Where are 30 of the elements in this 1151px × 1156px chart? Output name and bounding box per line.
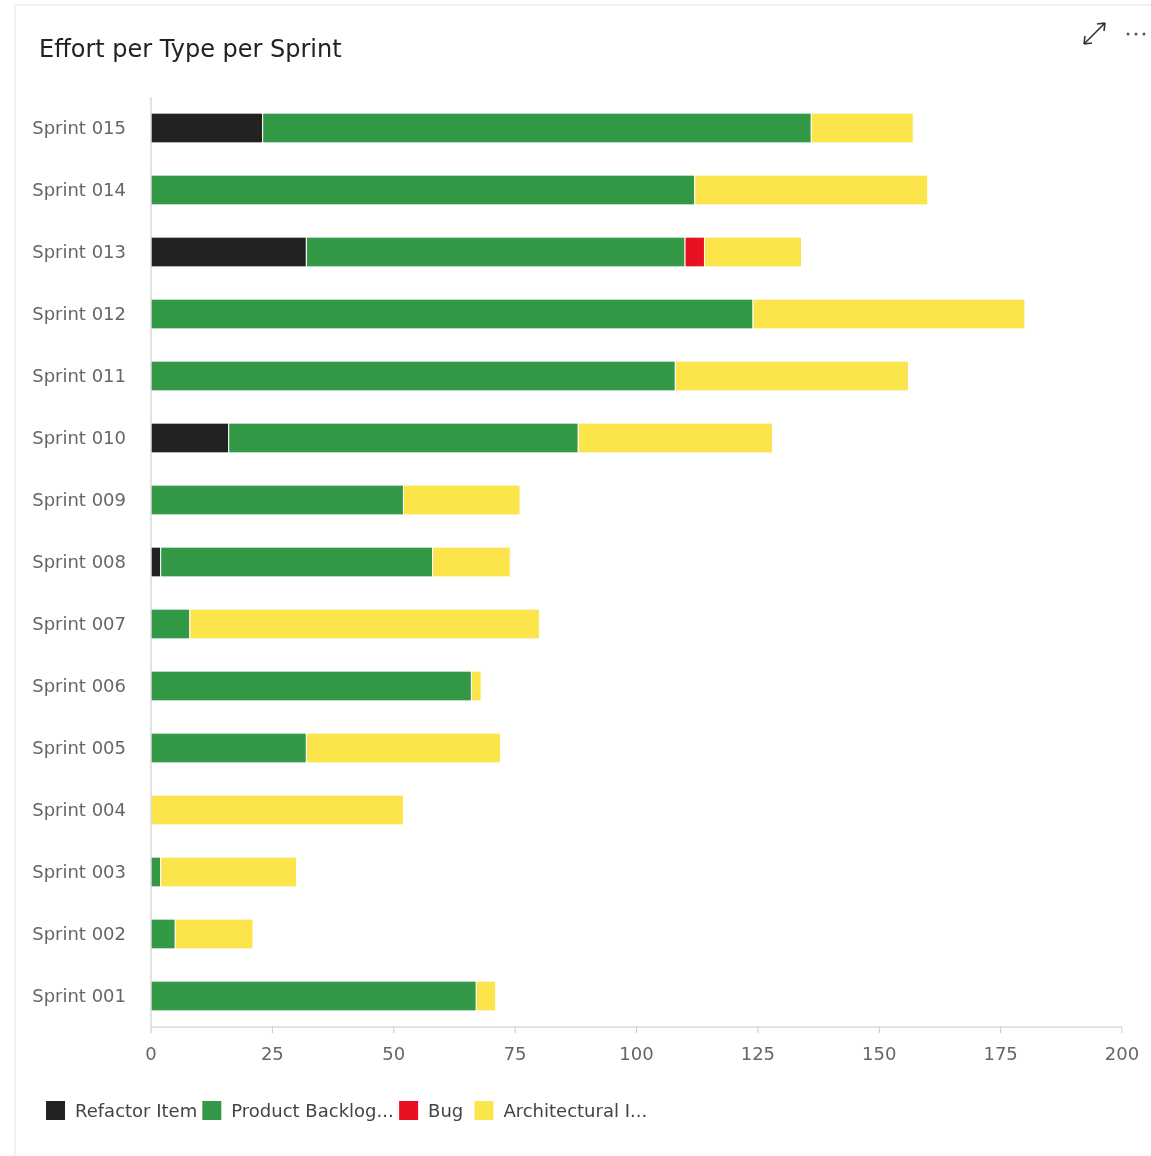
x-tick-label: 175 — [983, 1043, 1018, 1064]
y-tick-label: Sprint 010 — [32, 427, 126, 448]
legend-label: Refactor Item — [75, 1100, 198, 1121]
bar — [150, 794, 404, 826]
y-tick-label: Sprint 001 — [32, 985, 126, 1006]
y-tick-label: Sprint 015 — [32, 117, 126, 138]
x-tick-label: 100 — [619, 1043, 654, 1064]
x-tick-label: 200 — [1104, 1043, 1140, 1064]
x-tick-label: 125 — [740, 1043, 776, 1064]
y-tick-label: Sprint 014 — [32, 179, 126, 200]
y-tick-label: Sprint 004 — [32, 799, 126, 820]
chart-title: Effort per Type per Sprint — [39, 35, 342, 63]
x-tick-label: 0 — [145, 1043, 157, 1064]
legend-label: Architectural I... — [503, 1100, 648, 1121]
y-tick-label: Sprint 008 — [32, 551, 126, 572]
x-tick-label: 75 — [503, 1043, 527, 1064]
y-tick-label: Sprint 003 — [32, 861, 126, 882]
y-tick-label: Sprint 006 — [32, 675, 126, 696]
y-tick-label: Sprint 002 — [32, 923, 126, 944]
y-tick-label: Sprint 009 — [32, 489, 126, 510]
y-tick-label: Sprint 005 — [32, 737, 126, 758]
x-tick-label: 25 — [260, 1043, 284, 1064]
legend-label: Product Backlog... — [231, 1100, 394, 1121]
x-tick-label: 50 — [382, 1043, 406, 1064]
y-tick-label: Sprint 011 — [32, 365, 126, 386]
y-tick-label: Sprint 013 — [32, 241, 126, 262]
legend-label: Bug — [428, 1100, 464, 1121]
y-tick-label: Sprint 007 — [32, 613, 126, 634]
y-tick-label: Sprint 012 — [32, 303, 126, 324]
x-tick-label: 150 — [862, 1043, 897, 1064]
